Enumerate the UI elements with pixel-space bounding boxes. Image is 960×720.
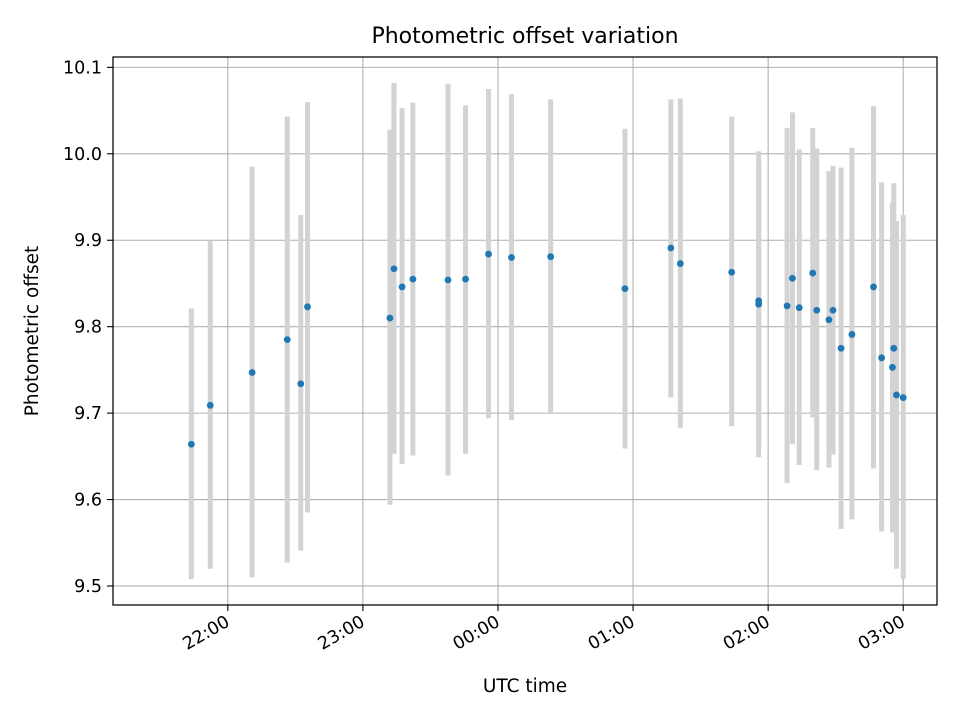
y-tick-label: 9.7 xyxy=(74,404,102,424)
data-point xyxy=(893,391,900,399)
y-tick-label: 10.1 xyxy=(63,58,102,78)
data-point xyxy=(809,269,817,277)
data-points xyxy=(187,244,907,448)
data-point xyxy=(829,306,837,314)
data-point xyxy=(398,283,406,291)
data-point xyxy=(508,254,515,261)
data-point xyxy=(621,285,629,293)
x-tick-label: 02:00 xyxy=(720,612,774,655)
data-point xyxy=(547,253,555,261)
y-tick-label: 9.6 xyxy=(74,491,102,511)
x-tick-label: 01:00 xyxy=(585,612,639,655)
data-point xyxy=(667,244,675,252)
data-point xyxy=(899,394,907,401)
y-tick-label: 10.0 xyxy=(63,145,102,165)
data-point xyxy=(444,276,452,284)
x-tick-label: 03:00 xyxy=(855,612,909,655)
chart-title: Photometric offset variation xyxy=(371,24,678,49)
data-point xyxy=(789,274,796,282)
data-point xyxy=(795,304,803,312)
data-point xyxy=(409,275,417,283)
data-point xyxy=(297,380,305,388)
data-point xyxy=(728,268,736,276)
data-point xyxy=(870,283,877,291)
data-point xyxy=(783,302,791,310)
x-tick-label: 23:00 xyxy=(315,612,369,655)
data-point xyxy=(485,250,492,258)
error-bars xyxy=(188,82,906,580)
data-point xyxy=(390,265,398,273)
data-point xyxy=(813,306,821,314)
data-point xyxy=(825,316,833,324)
data-point xyxy=(837,344,845,352)
data-point xyxy=(755,300,763,308)
x-axis-label: UTC time xyxy=(483,676,567,697)
plot-area-frame xyxy=(112,56,938,606)
data-point xyxy=(878,354,886,362)
data-point xyxy=(889,363,896,371)
y-tick-label: 9.9 xyxy=(74,231,102,251)
y-axis-label: Photometric offset xyxy=(22,246,43,417)
y-tick-label: 9.5 xyxy=(74,577,102,597)
data-point xyxy=(283,336,291,344)
data-point xyxy=(206,401,214,409)
data-point xyxy=(386,314,394,322)
data-point xyxy=(848,331,856,338)
x-tick-label: 22:00 xyxy=(180,612,234,655)
data-point xyxy=(304,303,311,311)
y-tick-label: 9.8 xyxy=(74,318,102,338)
data-point xyxy=(676,260,684,267)
x-tick-label: 00:00 xyxy=(450,612,504,655)
data-point xyxy=(248,369,256,376)
data-point xyxy=(890,344,898,352)
data-point xyxy=(462,275,469,283)
data-point xyxy=(187,440,195,448)
